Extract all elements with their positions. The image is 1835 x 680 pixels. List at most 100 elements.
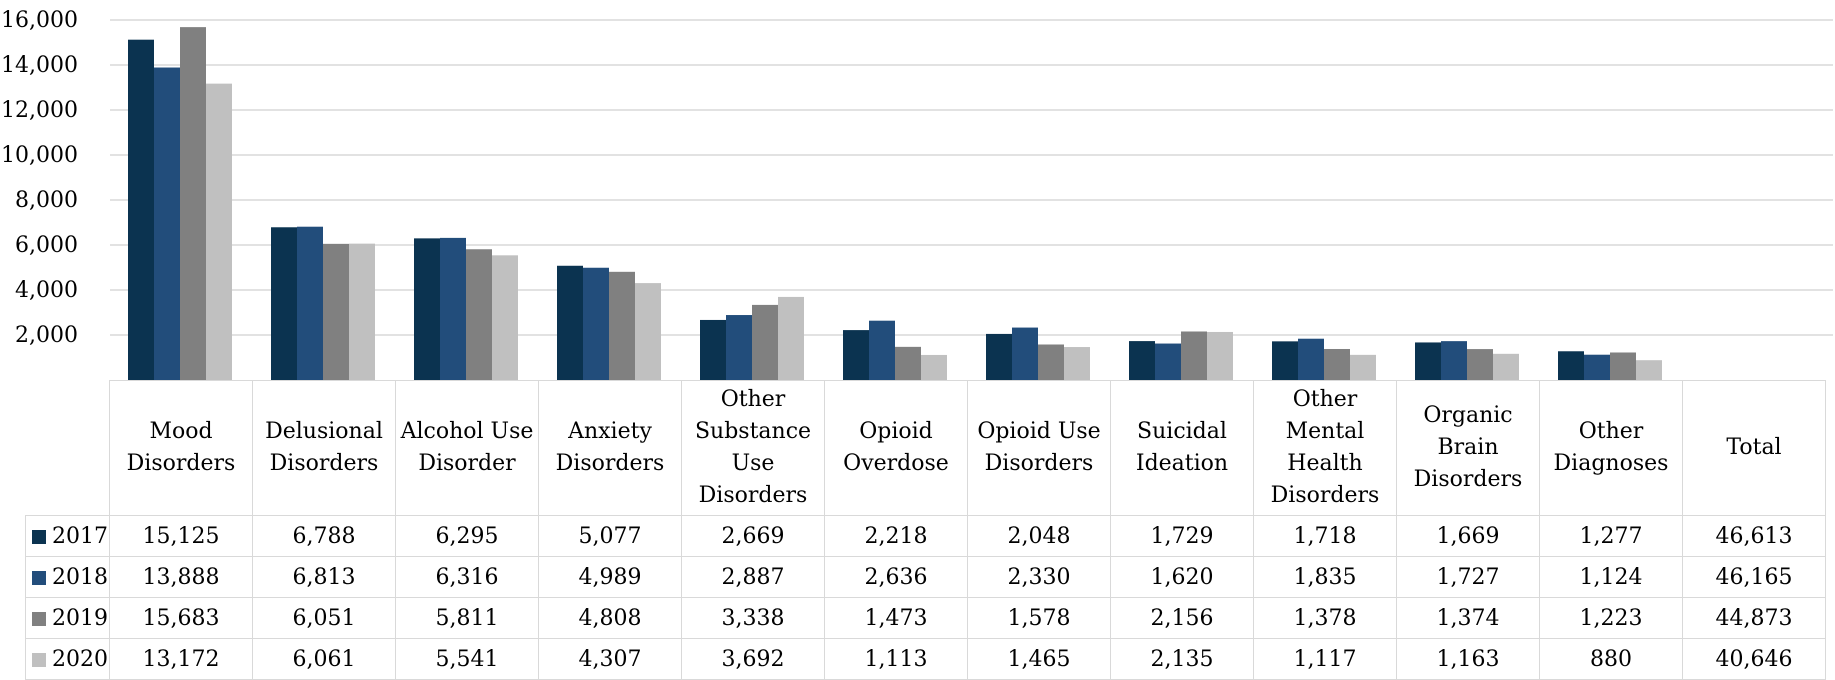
table-cell: 1,473 bbox=[824, 597, 968, 639]
bar-2017 bbox=[414, 238, 440, 380]
category-label: Other Mental Health Disorders bbox=[1253, 380, 1397, 516]
category-label: Total bbox=[1682, 380, 1826, 516]
bar-2020 bbox=[349, 243, 375, 380]
bar-2018 bbox=[440, 237, 466, 380]
series-name: 2020 bbox=[52, 646, 108, 672]
bar-2017 bbox=[1129, 341, 1155, 380]
table-cell: 2,330 bbox=[967, 556, 1111, 598]
bar-2019 bbox=[1181, 331, 1207, 380]
table-row: 2020 13,172 6,061 5,541 4,307 3,692 1,113 1,465… bbox=[25, 638, 1826, 680]
bar-2018 bbox=[726, 315, 752, 380]
table-cell: 46,613 bbox=[1682, 515, 1826, 557]
bar-2018 bbox=[1584, 354, 1610, 380]
category-label: Other Diagnoses bbox=[1539, 380, 1683, 516]
table-cell: 6,316 bbox=[395, 556, 539, 598]
table-cell: 4,307 bbox=[538, 638, 682, 680]
bar-2018 bbox=[1012, 327, 1038, 380]
series-label: 2017 bbox=[25, 515, 110, 557]
table-cell: 6,813 bbox=[252, 556, 396, 598]
table-cell: 1,669 bbox=[1396, 515, 1540, 557]
table-cell: 2,669 bbox=[681, 515, 825, 557]
bar-2020 bbox=[635, 283, 661, 380]
table-cell: 6,051 bbox=[252, 597, 396, 639]
bar-2017 bbox=[700, 319, 726, 380]
bar-2017 bbox=[557, 265, 583, 380]
category-label-text: Anxiety Disorders bbox=[555, 419, 665, 476]
legend-swatch bbox=[32, 611, 46, 626]
table-cell: 46,165 bbox=[1682, 556, 1826, 598]
table-cell: 1,163 bbox=[1396, 638, 1540, 680]
bar-2017 bbox=[1272, 341, 1298, 380]
table-cell: 1,718 bbox=[1253, 515, 1397, 557]
series-label: 2019 bbox=[25, 597, 110, 639]
table-cell: 2,048 bbox=[967, 515, 1111, 557]
table-cell: 3,338 bbox=[681, 597, 825, 639]
y-tick-label: 2,000 bbox=[15, 323, 78, 348]
table-cell: 1,124 bbox=[1539, 556, 1683, 598]
bar-2019 bbox=[1038, 344, 1064, 380]
table-corner bbox=[25, 380, 110, 516]
table-cell: 1,277 bbox=[1539, 515, 1683, 557]
bar-2017 bbox=[843, 330, 869, 380]
bar-2020 bbox=[1493, 353, 1519, 380]
bar-2018 bbox=[1441, 341, 1467, 380]
table-cell: 2,636 bbox=[824, 556, 968, 598]
table-cell: 1,113 bbox=[824, 638, 968, 680]
bar-2020 bbox=[206, 83, 232, 380]
bar-2019 bbox=[1467, 349, 1493, 380]
bar-2019 bbox=[466, 249, 492, 380]
bar-2017 bbox=[271, 227, 297, 380]
bar-2020 bbox=[921, 354, 947, 380]
y-tick-label: 6,000 bbox=[15, 233, 78, 258]
table-cell: 1,465 bbox=[967, 638, 1111, 680]
table-cell: 1,729 bbox=[1110, 515, 1254, 557]
table-cell: 4,808 bbox=[538, 597, 682, 639]
bar-2017 bbox=[128, 39, 154, 380]
table-cell: 6,295 bbox=[395, 515, 539, 557]
bar-2020 bbox=[1636, 360, 1662, 380]
table-cell: 1,578 bbox=[967, 597, 1111, 639]
category-label-text: Other Mental Health Disorders bbox=[1270, 387, 1380, 508]
bar-2019 bbox=[609, 271, 635, 380]
bar-2019 bbox=[1610, 352, 1636, 380]
table-cell: 15,125 bbox=[109, 515, 253, 557]
bar-2018 bbox=[869, 320, 895, 380]
y-tick-label: 4,000 bbox=[15, 278, 78, 303]
category-label-text: Delusional Disorders bbox=[265, 419, 383, 476]
bar-2020 bbox=[1064, 347, 1090, 380]
series-name: 2019 bbox=[52, 605, 108, 631]
category-label: Organic Brain Disorders bbox=[1396, 380, 1540, 516]
y-tick-label: 10,000 bbox=[1, 143, 78, 168]
table-cell: 1,223 bbox=[1539, 597, 1683, 639]
table-cell: 880 bbox=[1539, 638, 1683, 680]
table-cell: 1,620 bbox=[1110, 556, 1254, 598]
table-cell: 13,888 bbox=[109, 556, 253, 598]
table-cell: 2,218 bbox=[824, 515, 968, 557]
table-row: 2017 15,125 6,788 6,295 5,077 2,669 2,218 2,048… bbox=[25, 515, 1826, 557]
category-label: Opioid Overdose bbox=[824, 380, 968, 516]
bar-2020 bbox=[492, 255, 518, 380]
table-cell: 2,156 bbox=[1110, 597, 1254, 639]
category-label: Mood Disorders bbox=[109, 380, 253, 516]
y-tick-label: 12,000 bbox=[1, 98, 78, 123]
bar-chart: - 2,000 4,000 6,000 8,000 10,000 12,000 14,000 1… bbox=[1, 8, 1833, 380]
category-label: Opioid Use Disorders bbox=[967, 380, 1111, 516]
legend-swatch bbox=[32, 570, 46, 585]
category-label-text: Mood Disorders bbox=[126, 419, 236, 476]
bar-2018 bbox=[1155, 343, 1181, 380]
data-table: Mood Disorders Delusional Disorders Alcohol … bbox=[25, 380, 1826, 680]
category-label-text: Organic Brain Disorders bbox=[1413, 403, 1523, 492]
table-header-row: Mood Disorders Delusional Disorders Alcohol … bbox=[25, 380, 1826, 516]
y-tick-label: 14,000 bbox=[1, 53, 78, 78]
category-label: Anxiety Disorders bbox=[538, 380, 682, 516]
y-tick-label: 16,000 bbox=[1, 8, 78, 33]
table-cell: 13,172 bbox=[109, 638, 253, 680]
category-label-text: Other Diagnoses bbox=[1553, 419, 1669, 476]
table-cell: 6,061 bbox=[252, 638, 396, 680]
table-cell: 5,811 bbox=[395, 597, 539, 639]
bar-2017 bbox=[986, 333, 1012, 380]
y-tick-label: - bbox=[71, 368, 78, 380]
category-label-text: Other Substance Use Disorders bbox=[694, 387, 812, 508]
bar-2018 bbox=[154, 67, 180, 380]
category-label: Suicidal Ideation bbox=[1110, 380, 1254, 516]
